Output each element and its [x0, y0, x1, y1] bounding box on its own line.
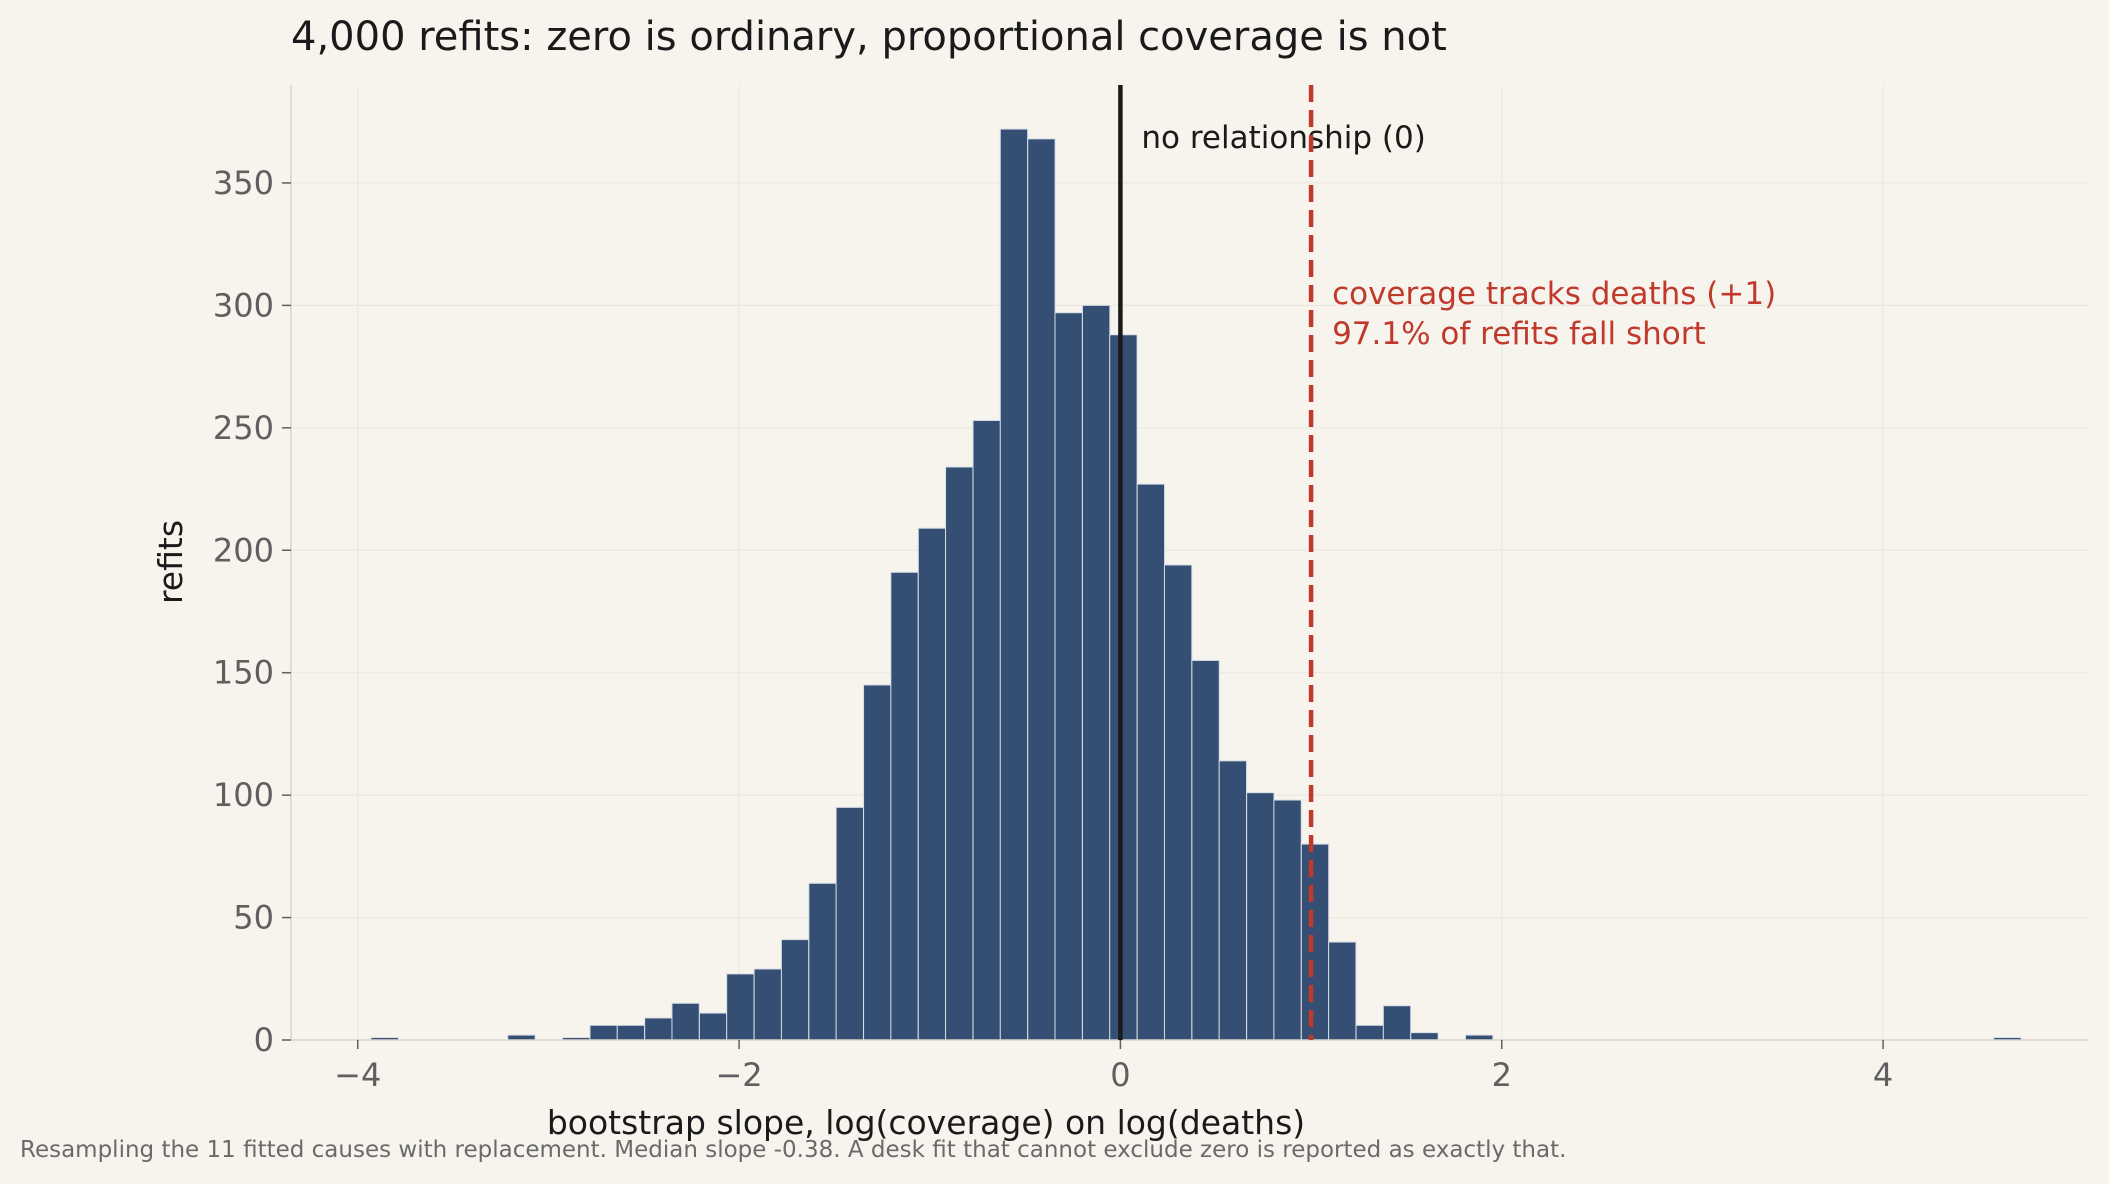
- histogram-bar-35: [1328, 941, 1357, 1041]
- histogram-bar-17: [835, 806, 864, 1041]
- histogram-bar-10: [644, 1017, 673, 1041]
- x-tick-label-3: 2: [1492, 1056, 1512, 1094]
- y-tick-label-1: 50: [233, 899, 274, 937]
- histogram-bar-19: [890, 571, 919, 1041]
- y-tick-label-2: 100: [213, 776, 274, 814]
- histogram-bar-33: [1273, 799, 1302, 1041]
- x-tick-label-1: −2: [715, 1056, 762, 1094]
- y-tick-label-7: 350: [213, 164, 274, 202]
- histogram-bar-9: [616, 1024, 646, 1041]
- histogram-bar-21: [945, 466, 974, 1041]
- histogram-bar-15: [780, 939, 810, 1041]
- histogram-bar-30: [1191, 659, 1220, 1041]
- histogram-bar-38: [1410, 1032, 1439, 1041]
- histogram-bar-12: [698, 1012, 728, 1041]
- reference-label-0-0: no relationship (0): [1141, 120, 1425, 156]
- histogram-bar-31: [1218, 760, 1248, 1041]
- x-tick-label-2: 0: [1110, 1056, 1130, 1094]
- footnote: Resampling the 11 fitted causes with rep…: [20, 1137, 1566, 1163]
- chart-title: 4,000 refits: zero is ordinary, proporti…: [291, 14, 1447, 60]
- histogram-bar-23: [999, 128, 1029, 1041]
- histogram-bar-20: [917, 527, 947, 1041]
- y-tick-label-3: 150: [213, 654, 274, 692]
- histogram-bar-29: [1163, 564, 1193, 1041]
- reference-label-1-0: coverage tracks deaths (+1): [1332, 276, 1776, 312]
- histogram-bar-36: [1355, 1024, 1384, 1041]
- histogram-bars: [370, 128, 2022, 1041]
- y-tick-label-0: 0: [254, 1021, 274, 1059]
- y-tick-label-6: 300: [213, 286, 274, 324]
- y-axis-label: refits: [151, 520, 190, 604]
- histogram-bar-28: [1136, 483, 1166, 1041]
- reference-lines: no relationship (0) coverage tracks death…: [1118, 85, 1776, 1040]
- axes: [290, 85, 2089, 1041]
- histogram-bar-27: [1109, 334, 1138, 1041]
- y-tick-label-5: 250: [213, 409, 274, 447]
- histogram-bar-24: [1027, 138, 1056, 1041]
- reference-label-1-1: 97.1% of refits fall short: [1332, 316, 1706, 352]
- histogram-bar-18: [863, 684, 892, 1041]
- histogram-bar-11: [671, 1002, 700, 1041]
- axis-ticks: 0 50 100 150 200 250 300 350 −4 −2 0 2 4: [213, 164, 1893, 1094]
- x-tick-label-0: −4: [334, 1056, 381, 1094]
- histogram-bar-26: [1081, 304, 1111, 1041]
- histogram-bar-16: [808, 882, 837, 1041]
- x-tick-label-4: 4: [1873, 1056, 1893, 1094]
- y-tick-label-4: 200: [213, 531, 274, 569]
- histogram-bar-34: [1300, 843, 1330, 1041]
- histogram-bar-32: [1246, 792, 1275, 1041]
- histogram-bar-14: [753, 968, 782, 1041]
- histogram-bar-13: [726, 973, 755, 1041]
- x-axis-label: bootstrap slope, log(coverage) on log(de…: [547, 1103, 1305, 1142]
- histogram-bar-25: [1054, 312, 1083, 1041]
- histogram-bar-8: [589, 1024, 618, 1041]
- histogram-bar-37: [1382, 1005, 1412, 1041]
- histogram-bar-22: [972, 419, 1001, 1041]
